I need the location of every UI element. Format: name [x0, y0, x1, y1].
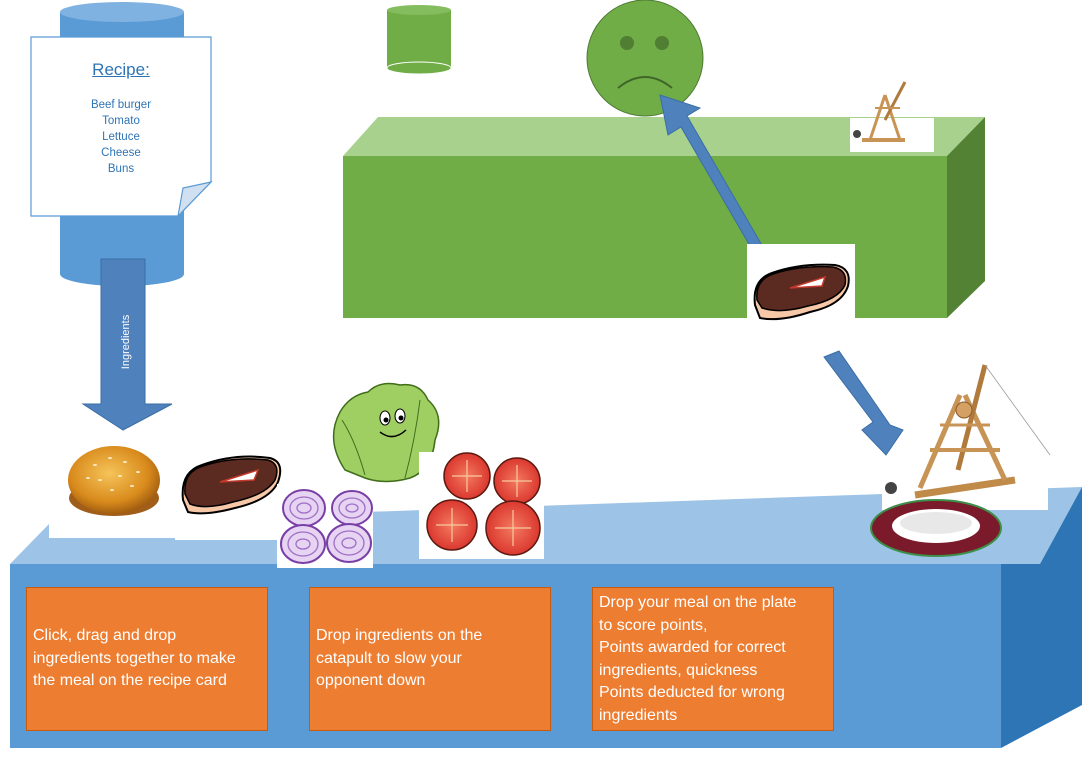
instruction-box-scoring: Drop your meal on the plate to score poi… [592, 587, 834, 731]
recipe-item: Cheese [101, 147, 141, 159]
catapult-icon-small [850, 81, 934, 152]
recipe-list: Beef burger Tomato Lettuce Cheese Buns [31, 97, 211, 177]
instruction-box-catapult: Drop ingredients on the catapult to slow… [309, 587, 551, 731]
plate-icon[interactable] [870, 499, 1002, 557]
recipe-item: Tomato [102, 115, 140, 127]
onion-icon[interactable] [277, 484, 373, 568]
recipe-item: Lettuce [102, 131, 140, 143]
instruction-text: Click, drag and drop ingredients togethe… [33, 627, 236, 690]
score-arrow-up [659, 94, 764, 260]
lettuce-icon[interactable] [332, 382, 440, 483]
instruction-text: Drop your meal on the plate to score poi… [599, 594, 797, 724]
steak-icon[interactable] [175, 446, 285, 540]
recipe-title: Recipe: [92, 60, 150, 79]
recipe-item: Beef burger [90, 99, 152, 111]
steak-icon-projectile[interactable] [747, 244, 855, 330]
green-cylinder [386, 5, 452, 75]
sad-face-icon [586, 0, 704, 117]
burger-bun-icon[interactable] [49, 440, 175, 538]
catapult-icon[interactable] [882, 364, 1051, 510]
ingredients-arrow-label: Ingredients [120, 314, 132, 370]
tomato-icon[interactable] [419, 452, 544, 559]
recipe-card-icon [30, 36, 213, 218]
instruction-text: Drop ingredients on the catapult to slow… [316, 627, 483, 690]
score-arrow-down [823, 350, 904, 456]
recipe-item: Buns [107, 163, 135, 175]
ingredients-arrow [81, 258, 173, 431]
instruction-box-drag-drop: Click, drag and drop ingredients togethe… [26, 587, 268, 731]
